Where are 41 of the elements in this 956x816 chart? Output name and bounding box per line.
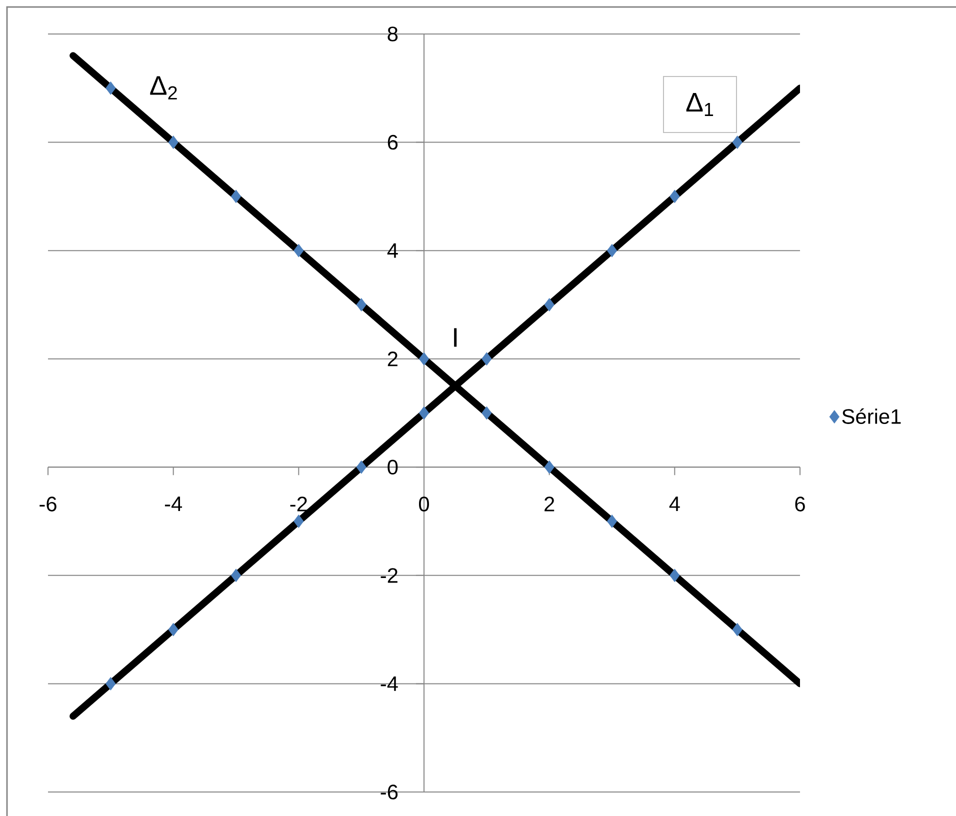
y-tick-label: -4 — [380, 676, 398, 691]
point — [294, 244, 304, 258]
y-tick-label: 4 — [387, 243, 398, 258]
point — [168, 136, 178, 149]
point — [230, 568, 242, 582]
y-tick-label: -2 — [380, 568, 398, 583]
x-tick-label: -6 — [40, 496, 56, 512]
point — [106, 81, 116, 95]
point — [418, 406, 430, 420]
point — [106, 677, 116, 690]
x-tick-label: -4 — [164, 496, 182, 512]
point — [230, 190, 242, 204]
x-tick-label: 2 — [544, 496, 554, 512]
annotation: Δ$_{1}$ — [686, 93, 714, 116]
y-tick-label: 6 — [388, 134, 398, 150]
y-tick-label: 0 — [388, 460, 398, 475]
point — [732, 622, 742, 636]
annotation: Δ$_{2}$ — [150, 76, 177, 100]
point — [606, 244, 618, 258]
point — [356, 460, 366, 474]
point — [670, 568, 680, 582]
x-tick-label: 6 — [795, 496, 805, 512]
point — [356, 298, 366, 312]
y-tick-label: 8 — [388, 26, 398, 42]
point — [544, 298, 554, 312]
point — [482, 352, 492, 366]
legend-label: Série1 — [842, 408, 901, 424]
x-tick-label: 4 — [669, 496, 680, 512]
point — [606, 514, 618, 528]
point — [294, 514, 304, 528]
point — [732, 136, 742, 149]
point — [168, 622, 178, 636]
y-tick-label: -6 — [380, 784, 398, 800]
x-tick-label: 0 — [419, 496, 429, 512]
y-tick-label: 2 — [388, 352, 398, 366]
point — [482, 406, 492, 420]
x-tick-label: -2 — [290, 496, 307, 512]
point — [418, 352, 430, 366]
annotation: I — [454, 328, 457, 347]
point — [670, 190, 680, 204]
point — [544, 460, 554, 474]
